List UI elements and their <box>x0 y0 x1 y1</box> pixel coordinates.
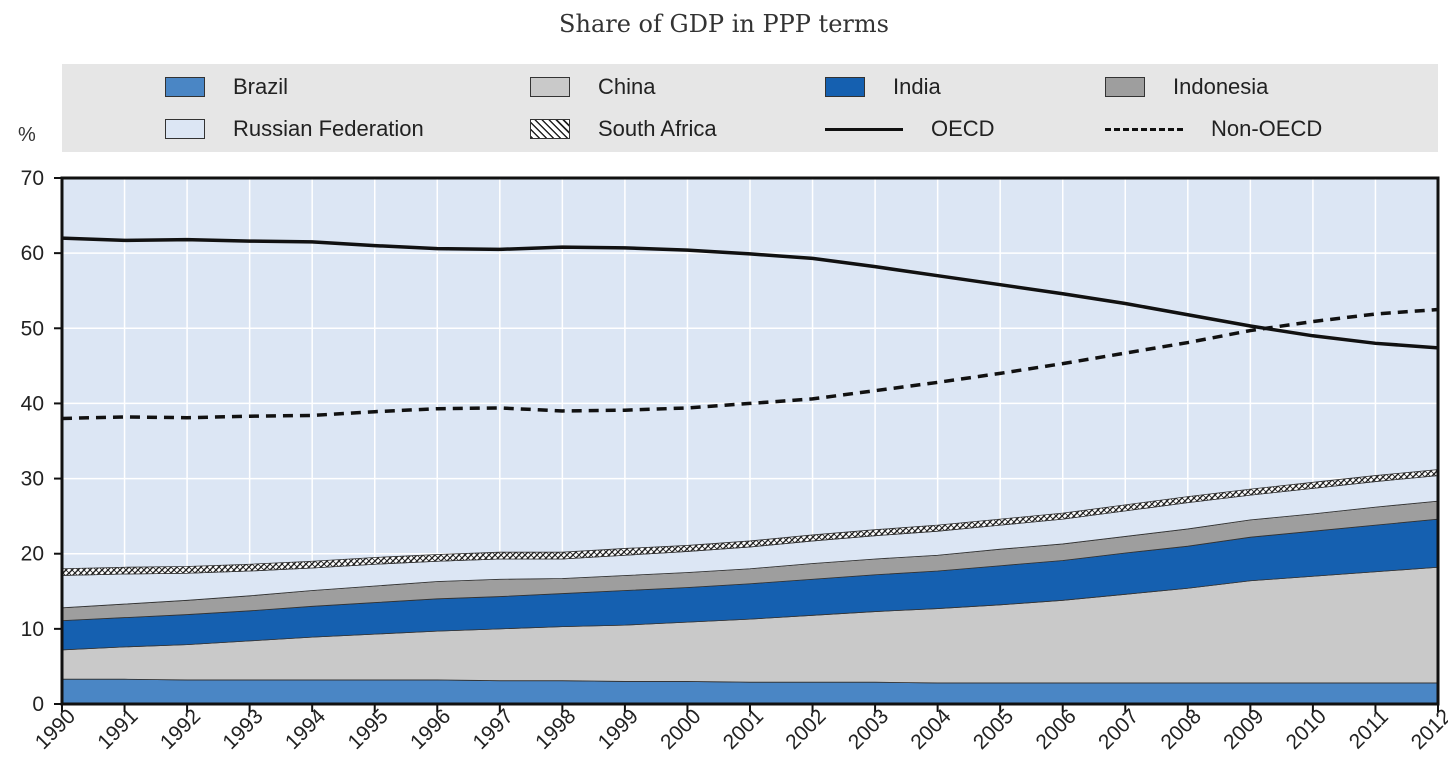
legend-swatch-india <box>825 77 865 97</box>
x-tick-label-2004: 2004 <box>906 705 956 755</box>
legend-line-non-oecd <box>1105 127 1183 131</box>
x-tick-label-2005: 2005 <box>969 705 1018 754</box>
x-tick-label-2012: 2012 <box>1407 705 1448 754</box>
x-tick-label-1999: 1999 <box>594 705 643 754</box>
line-oecd <box>61 236 1439 350</box>
x-tick-label-2011: 2011 <box>1345 705 1393 753</box>
x-tick-label-2009: 2009 <box>1219 705 1268 754</box>
x-tick-label-1998: 1998 <box>531 705 580 754</box>
legend-item-south-africa: South Africa <box>530 114 717 144</box>
x-tick-label-2003: 2003 <box>844 705 893 754</box>
y-tick-label-50: 50 <box>21 317 44 340</box>
legend-label-brazil: Brazil <box>233 74 289 99</box>
legend-item-russia: Russian Federation <box>165 114 424 144</box>
x-tick-label-2006: 2006 <box>1031 705 1080 754</box>
legend-swatch-indonesia <box>1105 77 1145 97</box>
x-tick-label-2000: 2000 <box>656 705 705 754</box>
x-tick-label-1991: 1991 <box>93 705 142 754</box>
legend-item-indonesia: Indonesia <box>1105 72 1268 102</box>
y-axis-unit: % <box>18 124 36 146</box>
legend-label-oecd: OECD <box>931 116 995 141</box>
legend-item-china: China <box>530 72 655 102</box>
legend-label-non-oecd: Non-OECD <box>1211 116 1323 141</box>
y-tick-label-70: 70 <box>21 167 44 190</box>
legend-label-russia: Russian Federation <box>233 116 424 141</box>
x-tick-label-1995: 1995 <box>343 705 392 754</box>
x-tick-label-2001: 2001 <box>719 705 768 754</box>
y-tick-label-30: 30 <box>21 468 44 491</box>
y-axis-ticks: 0 10 20 30 40 50 60 70 <box>21 167 62 716</box>
x-tick-label-1993: 1993 <box>218 705 267 754</box>
legend-swatch-south-africa <box>530 119 570 139</box>
legend-item-india: India <box>825 72 941 102</box>
x-axis-ticks: 1990 1991 1992 1993 1994 1995 1996 1997 1998 1999… <box>31 704 1448 754</box>
legend-swatch-brazil <box>165 77 205 97</box>
x-tick-label-1992: 1992 <box>156 705 205 754</box>
legend-label-indonesia: Indonesia <box>1173 74 1269 99</box>
stacked-areas <box>61 469 1439 705</box>
x-tick-label-1994: 1994 <box>281 705 331 755</box>
legend-label-india: India <box>893 74 941 99</box>
legend-swatch-china <box>530 77 570 97</box>
legend-item-oecd: OECD <box>825 114 995 144</box>
y-tick-label-20: 20 <box>21 543 44 566</box>
chart-title: Share of GDP in PPP terms <box>559 10 889 38</box>
legend-label-china: China <box>598 74 656 99</box>
legend: Brazil China India Indonesia Russian Fed… <box>62 64 1438 152</box>
legend-swatch-russia <box>165 119 205 139</box>
legend-line-oecd <box>825 127 903 131</box>
y-tick-label-40: 40 <box>21 392 44 415</box>
legend-item-brazil: Brazil <box>165 72 288 102</box>
x-tick-label-2002: 2002 <box>781 705 830 754</box>
line-non-oecd <box>61 307 1439 421</box>
x-tick-label-1997: 1997 <box>469 705 518 754</box>
x-tick-label-1996: 1996 <box>406 705 455 754</box>
y-tick-label-60: 60 <box>21 242 44 265</box>
y-tick-label-0: 0 <box>32 693 44 716</box>
x-tick-label-2008: 2008 <box>1157 705 1206 754</box>
legend-item-non-oecd: Non-OECD <box>1105 114 1322 144</box>
legend-label-south-africa: South Africa <box>598 116 717 141</box>
x-tick-label-2007: 2007 <box>1094 705 1143 754</box>
x-tick-label-2010: 2010 <box>1282 705 1331 754</box>
y-tick-label-10: 10 <box>21 618 44 641</box>
lines <box>61 236 1439 421</box>
